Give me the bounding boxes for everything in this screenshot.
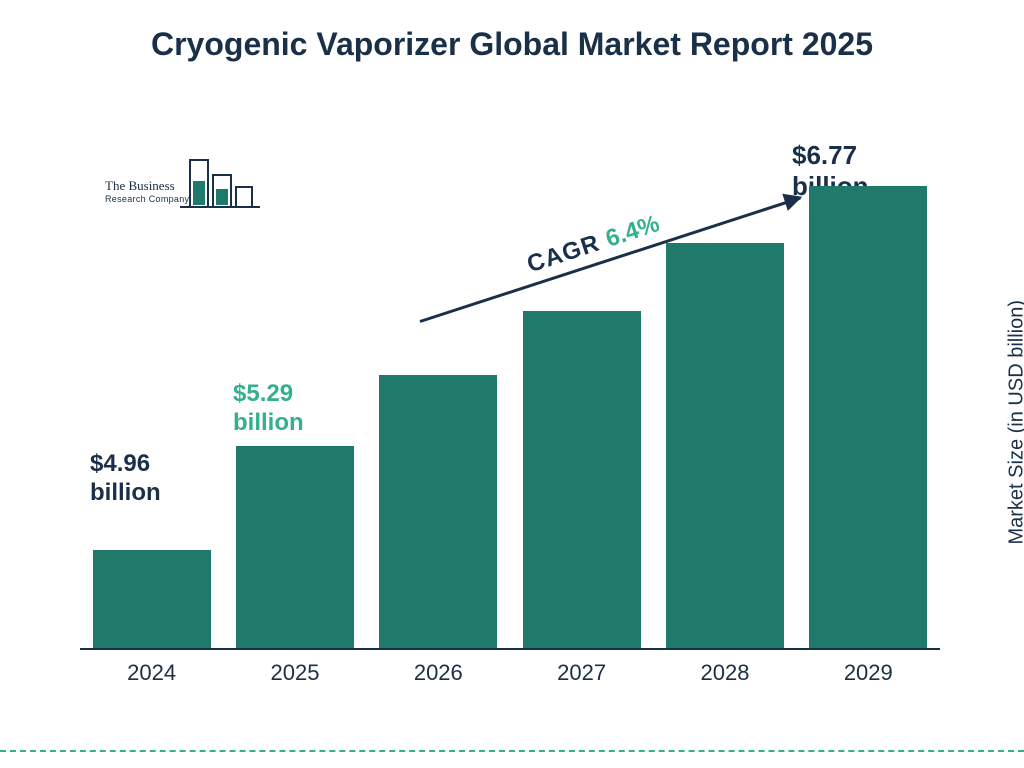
bars-container — [80, 170, 940, 648]
chart-area: $4.96 billion $5.29 billion $6.77 billio… — [80, 130, 940, 690]
x-labels: 2024 2025 2026 2027 2028 2029 — [80, 654, 940, 690]
xlabel-2029: 2029 — [808, 654, 928, 686]
x-axis — [80, 648, 940, 650]
bar-2026 — [378, 375, 498, 648]
y-axis-label: Market Size (in USD billion) — [1006, 300, 1024, 545]
xlabel-2026: 2026 — [378, 654, 498, 686]
bar-2025 — [235, 446, 355, 648]
xlabel-2024: 2024 — [92, 654, 212, 686]
bottom-divider — [0, 750, 1024, 752]
xlabel-2025: 2025 — [235, 654, 355, 686]
bar-2027 — [522, 311, 642, 648]
chart-title: Cryogenic Vaporizer Global Market Report… — [0, 0, 1024, 64]
bar-2024 — [92, 550, 212, 648]
xlabel-2028: 2028 — [665, 654, 785, 686]
bar-2028 — [665, 243, 785, 648]
xlabel-2027: 2027 — [522, 654, 642, 686]
bar-2029 — [808, 186, 928, 648]
